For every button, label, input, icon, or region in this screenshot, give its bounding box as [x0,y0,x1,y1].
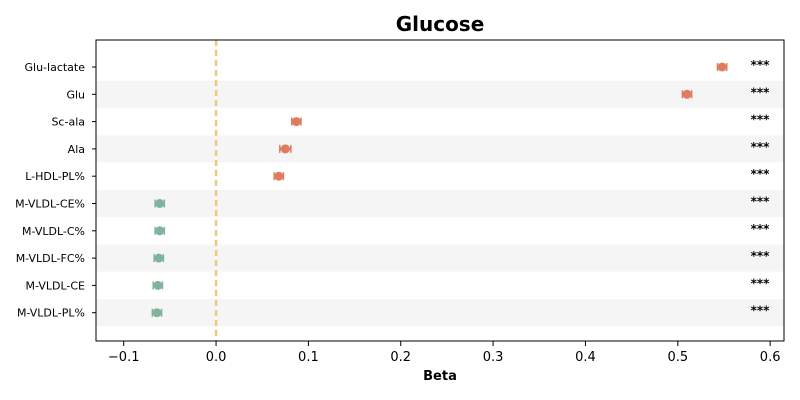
data-point [154,253,164,263]
y-tick-label: M-VLDL-CE% [15,198,85,211]
significance-label: *** [751,222,771,236]
significance-label: *** [751,167,771,181]
y-tick-label: Sc-ala [51,116,85,129]
y-axis-labels: Glu-lactate Glu Sc-ala Ala L-HDL-PL% M-VLDL-C… [15,61,96,320]
x-tick-label: 0.5 [667,350,688,365]
significance-label: *** [751,276,771,290]
significance-label: *** [751,58,771,72]
x-tick-label: −0.1 [108,350,140,365]
y-tick-label: M-VLDL-C% [22,225,85,238]
y-tick-label: M-VLDL-FC% [16,252,85,265]
data-point [274,171,284,181]
data-point [717,62,727,72]
y-tick-label: Glu-lactate [25,61,86,74]
data-point [291,117,301,127]
significance-labels: *** *** *** *** *** *** *** *** *** *** [751,58,771,318]
data-point [155,199,165,208]
data-point [152,308,162,318]
chart-title: Glucose [396,12,485,36]
row-band [96,244,784,272]
y-tick-label: M-VLDL-PL% [17,307,85,320]
x-axis-label: Beta [423,369,457,384]
x-tick-label: 0.1 [298,350,319,365]
y-tick-label: Ala [68,143,85,156]
y-tick-label: L-HDL-PL% [25,170,85,183]
significance-label: *** [751,113,771,127]
row-bands [96,80,784,327]
row-band [96,190,784,217]
y-tick-label: M-VLDL-CE [26,279,86,292]
significance-label: *** [751,249,771,263]
data-point [280,144,290,154]
significance-label: *** [751,304,771,318]
x-tick-label: 0.0 [206,350,227,365]
significance-label: *** [751,195,771,209]
data-point [153,280,163,290]
row-band [96,80,784,108]
x-tick-label: 0.3 [483,350,504,365]
y-tick-label: Glu [66,88,85,101]
data-point [155,226,165,236]
x-tick-label: 0.6 [760,350,781,365]
x-tick-label: 0.2 [390,350,411,365]
x-tick-label: 0.4 [575,350,596,365]
row-band [96,135,784,163]
x-axis: −0.1 0.0 0.1 0.2 0.3 0.4 0.5 0.6 [108,341,781,365]
significance-label: *** [751,85,771,99]
data-marks [151,62,728,318]
row-band [96,299,784,327]
significance-label: *** [751,140,771,154]
data-point [682,89,692,99]
plot-frame [95,39,785,342]
